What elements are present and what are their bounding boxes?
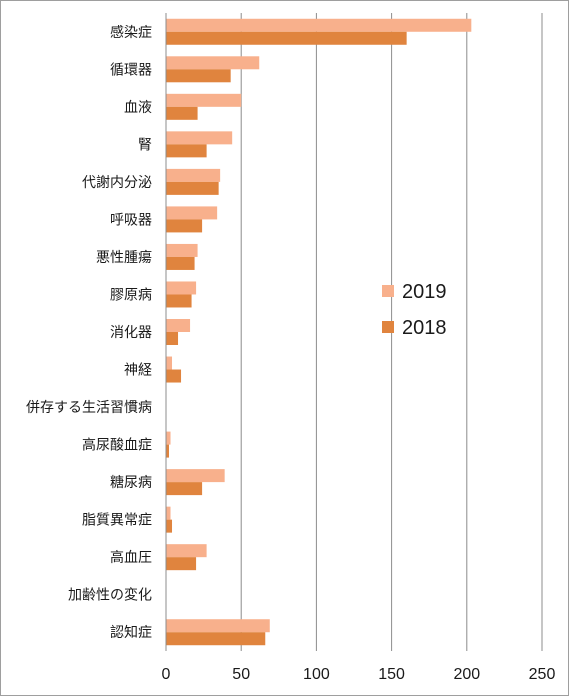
- x-tick-label: 0: [162, 666, 171, 683]
- x-tick-label: 50: [232, 666, 250, 683]
- category-label: 加齢性の変化: [68, 587, 152, 604]
- category-label: 脂質異常症: [82, 513, 152, 529]
- category-label: 血液: [124, 100, 152, 116]
- bar-2018: [166, 69, 231, 83]
- category-label: 糖尿病: [110, 475, 152, 491]
- bar-2019: [166, 18, 472, 32]
- x-tick-label: 200: [453, 666, 480, 683]
- bar-2019: [166, 93, 242, 107]
- bar-2019: [166, 544, 207, 558]
- bar-2019: [166, 469, 225, 483]
- bar-2019: [166, 431, 171, 445]
- bar-2019: [166, 168, 221, 182]
- category-label: 感染症: [110, 24, 152, 41]
- bars: [166, 18, 472, 646]
- x-tick-label: 100: [303, 666, 330, 683]
- bar-2018: [166, 444, 170, 458]
- bar-2019: [166, 56, 260, 70]
- category-label: 悪性腫瘍: [96, 249, 152, 266]
- bar-2018: [166, 144, 207, 158]
- legend-label: 2018: [402, 317, 447, 339]
- bar-2019: [166, 281, 197, 295]
- category-label: 膠原病: [110, 287, 152, 303]
- category-label: 腎: [138, 137, 152, 153]
- bar-2019: [166, 506, 171, 520]
- bar-2018: [166, 219, 203, 233]
- category-label: 高尿酸血症: [82, 437, 152, 454]
- bar-2018: [166, 332, 179, 345]
- category-label: 神経: [124, 363, 152, 379]
- bar-2019: [166, 356, 173, 370]
- x-tick-label: 250: [529, 666, 556, 683]
- category-label: 併存する生活習慣病: [26, 399, 152, 416]
- legend: 2019 2018: [382, 281, 447, 339]
- x-tick-labels: 0 50 100 150 200 250: [162, 666, 556, 683]
- x-tick-label: 150: [378, 666, 405, 683]
- bar-2018: [166, 181, 219, 195]
- bar-2018: [166, 294, 192, 308]
- category-label: 呼吸器: [110, 212, 152, 228]
- category-label: 認知症: [110, 624, 152, 641]
- bar-2019: [166, 243, 198, 257]
- bar-2018: [166, 256, 195, 270]
- category-label: 代謝内分泌: [82, 175, 152, 191]
- bar-2018: [166, 482, 203, 496]
- bar-2018: [166, 106, 198, 120]
- bar-2018: [166, 557, 197, 571]
- legend-swatch-2019: [382, 285, 394, 297]
- legend-label: 2019: [402, 281, 447, 303]
- bar-2018: [166, 632, 266, 646]
- bar-2019: [166, 319, 191, 332]
- category-label: 循環器: [110, 62, 152, 78]
- category-labels: 感染症循環器血液腎代謝内分泌呼吸器悪性腫瘍膠原病消化器神経併存する生活習慣病高尿…: [26, 24, 152, 641]
- bar-2018: [166, 369, 182, 383]
- bar-2018: [166, 31, 407, 45]
- bar-2019: [166, 131, 233, 145]
- bar-2019: [166, 619, 270, 633]
- category-label: 消化器: [110, 325, 152, 341]
- bar-2018: [166, 519, 173, 533]
- legend-swatch-2018: [382, 321, 394, 333]
- bar-2019: [166, 206, 218, 220]
- category-label: 高血圧: [110, 549, 152, 566]
